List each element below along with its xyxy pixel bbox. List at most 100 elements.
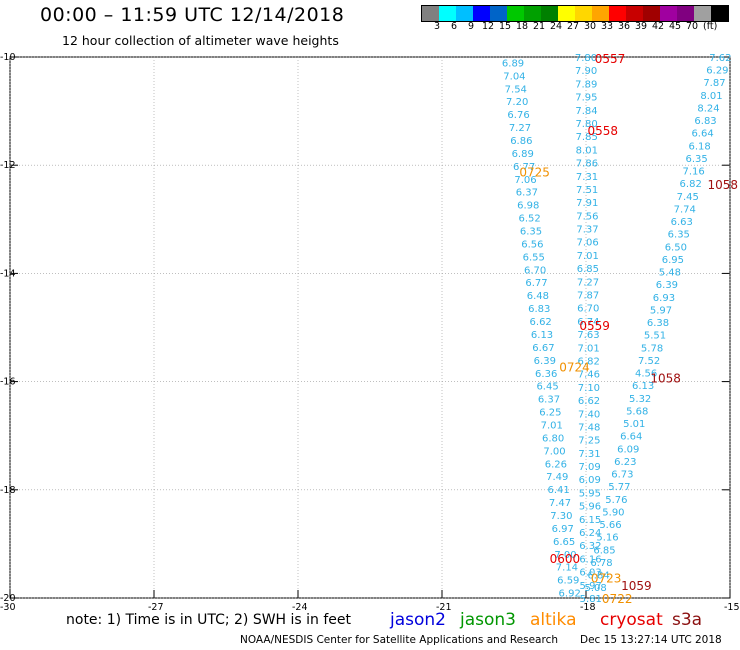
swh-value: 6.97 (552, 524, 574, 535)
pass-time-label: 0559 (579, 319, 610, 333)
lat-tick-label: -10 (0, 52, 16, 63)
swh-value: 7.16 (683, 167, 705, 178)
lon-tick-label: -15 (724, 602, 740, 613)
lon-tick-label: -18 (580, 602, 596, 613)
swh-value: 6.32 (579, 541, 601, 552)
swh-value: 6.67 (532, 343, 554, 354)
wave-height-colorbar (421, 5, 729, 22)
swh-value: 7.10 (578, 383, 600, 394)
swh-value: 6.03 (579, 568, 601, 579)
swh-value: 6.38 (647, 318, 669, 329)
pass-time-label: 1059 (621, 579, 652, 593)
swh-value: 6.62 (530, 317, 552, 328)
lat-tick-label: -20 (0, 593, 16, 604)
swh-value: 6.39 (534, 356, 556, 367)
swh-value: 7.95 (575, 93, 597, 104)
swh-value: 6.16 (579, 554, 601, 565)
legend-note: note: 1) Time is in UTC; 2) SWH is in fe… (66, 612, 352, 628)
colorbar-swatch (507, 6, 524, 21)
lat-tick-label: -14 (0, 268, 16, 279)
swh-value: 5.01 (623, 419, 645, 430)
legend-jason2: jason2 (390, 610, 446, 630)
colorbar-tick-label: 36 (618, 21, 631, 32)
swh-value: 6.45 (536, 382, 558, 393)
legend-jason3: jason3 (460, 610, 516, 630)
swh-value: 7.01 (577, 343, 599, 354)
colorbar-swatch (439, 6, 456, 21)
lon-tick-label: -24 (292, 602, 308, 613)
colorbar-labels: 3 6 9 12 15 18 21 24 27 30 33 36 39 42 45 70 (ft) (421, 21, 740, 35)
colorbar-tick-label: 45 (669, 21, 682, 32)
swh-value: 5.66 (599, 520, 621, 531)
colorbar-swatch (456, 6, 473, 21)
swh-value: 5.16 (596, 533, 618, 544)
pass-time-label: 0725 (519, 166, 550, 180)
swh-value: 6.35 (685, 154, 707, 165)
swh-value: 5.51 (644, 331, 666, 342)
colorbar-tick-label: 21 (533, 21, 546, 32)
swh-value: 6.41 (547, 485, 569, 496)
swh-value: 7.80 (575, 53, 597, 64)
swh-value: 6.82 (680, 179, 702, 190)
colorbar-swatch (592, 6, 609, 21)
swh-value: 7.87 (577, 291, 599, 302)
swh-value: 7.87 (703, 78, 725, 89)
colorbar-tick-label: 9 (468, 21, 475, 32)
swh-value: 6.85 (593, 545, 615, 556)
swh-value: 7.62 (709, 53, 731, 64)
swh-value: 6.59 (557, 576, 579, 587)
swh-value: 5.68 (626, 406, 648, 417)
swh-value: 5.32 (629, 394, 651, 405)
colorbar-swatch (575, 6, 592, 21)
colorbar-swatch (711, 6, 728, 21)
swh-value: 7.25 (578, 436, 600, 447)
swh-value: 6.77 (525, 278, 547, 289)
colorbar-tick-label: 39 (635, 21, 648, 32)
swh-value: 7.31 (578, 449, 600, 460)
swh-value: 5.95 (579, 488, 601, 499)
swh-value: 7.47 (549, 498, 571, 509)
map-title: 00:00 – 11:59 UTC 12/14/2018 (40, 4, 345, 26)
swh-value: 6.39 (656, 280, 678, 291)
swh-value: 6.50 (665, 242, 687, 253)
swh-value: 5.08 (584, 583, 606, 594)
swh-value: 6.26 (545, 459, 567, 470)
swh-value: 6.85 (577, 264, 599, 275)
swh-value: 8.01 (700, 91, 722, 102)
swh-value: 6.37 (516, 188, 538, 199)
swh-value: 6.18 (688, 141, 710, 152)
colorbar-swatch (422, 6, 439, 21)
swh-value: 7.56 (576, 211, 598, 222)
swh-value: 6.70 (524, 265, 546, 276)
colorbar-swatch (643, 6, 660, 21)
swh-value: 7.48 (578, 422, 600, 433)
swh-value: 6.55 (523, 252, 545, 263)
swh-value: 6.64 (620, 432, 642, 443)
swh-value: 7.84 (575, 106, 597, 117)
swh-value: 7.54 (505, 84, 527, 95)
swh-value: 5.97 (580, 581, 602, 592)
pass-time-label: 0724 (559, 360, 590, 374)
colorbar-tick-label: 18 (516, 21, 529, 32)
swh-value: 7.00 (543, 446, 565, 457)
swh-value: 7.45 (677, 192, 699, 203)
swh-value: 8.01 (576, 145, 598, 156)
swh-value: 6.29 (706, 66, 728, 77)
swh-value: 4.56 (635, 369, 657, 380)
swh-value: 7.51 (576, 185, 598, 196)
swh-value: 6.36 (535, 369, 557, 380)
lon-tick-label: -27 (148, 602, 164, 613)
swh-value: 6.84 (587, 571, 609, 582)
colorbar-tick-label: 30 (584, 21, 597, 32)
swh-value: 7.52 (638, 356, 660, 367)
colorbar-tick-label: 6 (451, 21, 458, 32)
swh-value: 6.65 (553, 537, 575, 548)
swh-value: 6.89 (502, 58, 524, 69)
swh-value: 5.77 (608, 482, 630, 493)
lat-tick-label: -16 (0, 377, 16, 388)
swh-value: 5.96 (579, 502, 601, 513)
lon-tick-label: -21 (436, 602, 452, 613)
swh-value: 6.70 (577, 304, 599, 315)
swh-value: 7.01 (541, 420, 563, 431)
